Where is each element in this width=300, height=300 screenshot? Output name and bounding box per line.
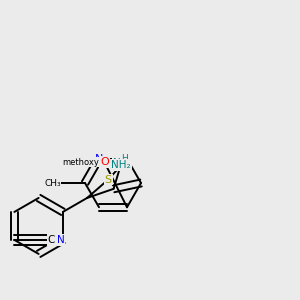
Text: CH₃: CH₃	[44, 178, 61, 188]
Text: H: H	[122, 154, 128, 163]
Text: C: C	[48, 235, 55, 245]
Text: N: N	[95, 154, 103, 164]
Text: N: N	[56, 235, 64, 245]
Text: S: S	[105, 175, 112, 184]
Text: methoxy: methoxy	[62, 158, 99, 167]
Text: O: O	[100, 157, 109, 167]
Text: N: N	[113, 158, 121, 168]
Text: H: H	[124, 163, 131, 172]
Text: NH₂: NH₂	[111, 160, 131, 170]
